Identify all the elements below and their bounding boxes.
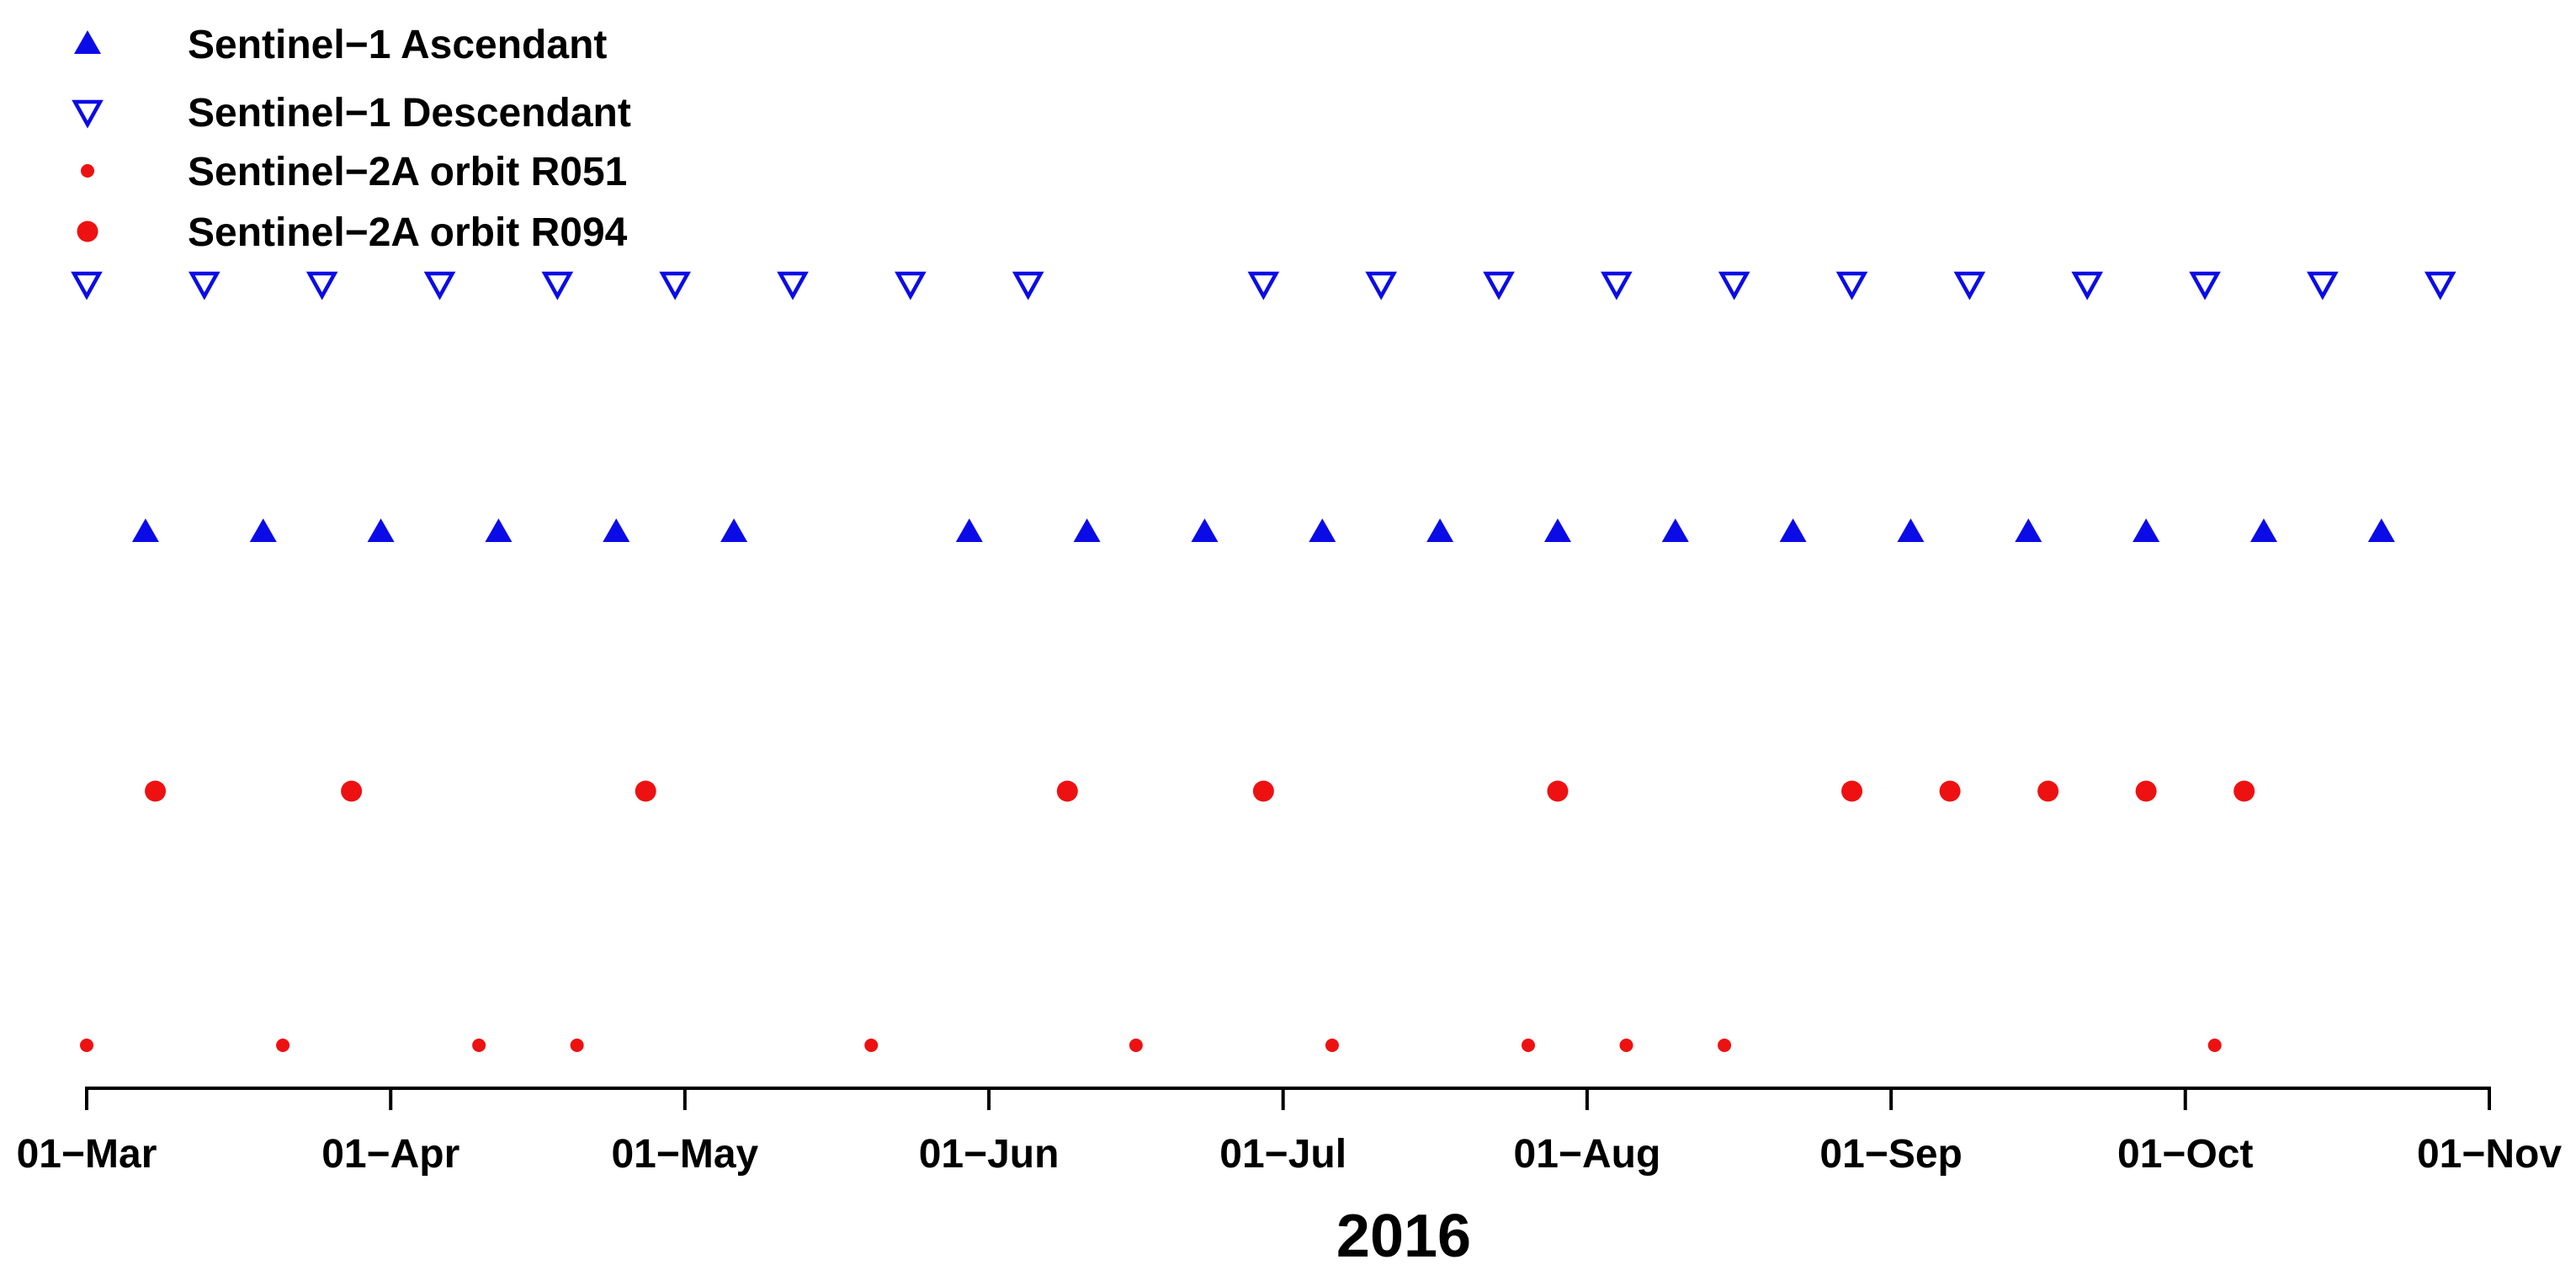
s1-ascendant-marker [1543,518,1571,542]
x-axis-tick-label: 01−Sep [1819,1132,1962,1177]
s1-ascendant-marker [2367,518,2395,542]
x-axis-title: 2016 [1336,1203,1471,1270]
s1-descendant-marker [541,271,574,300]
s2a-r051-marker [1325,1039,1339,1052]
x-axis-tick-label: 01−Oct [2117,1132,2253,1177]
s2a-r051-marker [1522,1039,1535,1052]
s2a-r051-marker [864,1039,879,1052]
s1-descendant-marker [2424,271,2456,300]
s1-descendant-marker [2189,271,2221,300]
s1-descendant-marker [1718,271,1750,300]
s2a-r094-marker [1547,780,1569,802]
x-axis: 01−Mar 01−Apr 01−May 01−Jun 01−Jul 01−Aug 01−S… [17,1087,2562,1270]
s1-ascendant-marker [1897,518,1925,542]
s1-ascendant-marker [2133,518,2160,542]
legend-label-s1-ascendant: Sentinel−1 Ascendant [188,23,607,67]
s1-descendant-marker [2071,271,2104,300]
x-axis-tick-label: 01−Aug [1514,1132,1661,1177]
s1-ascendant-marker [485,518,513,542]
s2a-r051-marker [1129,1039,1143,1052]
legend-label-s2a-r051: Sentinel−2A orbit R051 [188,150,627,194]
s2a-r051-marker [1619,1039,1633,1052]
s2a-r094-marker [1939,780,1961,802]
legend-marker-s1-ascendant [74,30,101,54]
s2a-r051-marker [570,1039,584,1052]
legend-label-s1-descendant: Sentinel−1 Descendant [188,91,631,136]
s1-ascendant-marker [131,518,159,542]
s1-descendant-marker [895,271,927,300]
s1-descendant-marker [1247,271,1280,300]
s1-descendant-marker [777,271,809,300]
s1-descendant-marker [2307,271,2339,300]
s1-descendant-marker [1365,271,1398,300]
s1-descendant-marker [1835,271,1868,300]
s1-descendant-marker [305,271,338,300]
s1-ascendant-marker [720,518,748,542]
s1-ascendant-marker [2015,518,2042,542]
s1-ascendant-marker [1191,518,1219,542]
s1-ascendant-marker [1309,518,1336,542]
s2a-r094-marker [341,780,363,802]
s1-descendant-marker [71,271,103,300]
series-s1-ascendant [131,518,2395,542]
legend: Sentinel−1 Ascendant Sentinel−1 Descendan… [72,23,631,255]
series-s2a-r051 [80,1039,2222,1052]
s1-ascendant-marker [1779,518,1807,542]
s1-ascendant-marker [603,518,630,542]
legend-label-s2a-r094: Sentinel−2A orbit R094 [188,210,628,255]
x-axis-tick-label: 01−Jun [919,1132,1060,1177]
series-s1-descendant [71,271,2456,300]
s1-ascendant-marker [367,518,395,542]
s1-ascendant-marker [249,518,277,542]
legend-marker-s1-descendant [72,99,104,129]
series-layer [71,271,2456,1052]
s1-ascendant-marker [1426,518,1454,542]
s1-ascendant-marker [1073,518,1101,542]
s1-ascendant-marker [1661,518,1689,542]
s1-ascendant-marker [2249,518,2277,542]
s2a-r094-marker [1056,780,1078,802]
s2a-r094-marker [145,780,167,802]
s1-descendant-marker [1483,271,1515,300]
s2a-r051-marker [1718,1039,1732,1052]
s2a-r094-marker [1841,780,1863,802]
s2a-r094-marker [2037,780,2059,802]
s1-descendant-marker [1012,271,1044,300]
x-axis-tick-label: 01−Mar [17,1132,157,1177]
s1-descendant-marker [1601,271,1633,300]
x-axis-tick-label: 01−Apr [321,1132,459,1177]
x-axis-tick-label: 01−Jul [1219,1132,1346,1177]
s2a-r051-marker [2207,1039,2222,1052]
x-axis-tick-label: 01−May [611,1132,758,1177]
legend-marker-s2a-r094 [77,221,98,242]
s2a-r094-marker [2233,780,2255,802]
legend-marker-s2a-r051 [81,164,94,178]
s1-descendant-marker [1953,271,1986,300]
s2a-r094-marker [1252,780,1274,802]
x-axis-tick-label: 01−Nov [2417,1132,2562,1177]
s1-ascendant-marker [955,518,983,542]
s2a-r094-marker [2135,780,2157,802]
s2a-r051-marker [80,1039,93,1052]
s2a-r051-marker [472,1039,486,1052]
s1-descendant-marker [423,271,456,300]
s1-descendant-marker [659,271,692,300]
s2a-r094-marker [635,780,656,802]
s1-descendant-marker [189,271,220,300]
s2a-r051-marker [276,1039,290,1052]
series-s2a-r094 [145,780,2255,802]
